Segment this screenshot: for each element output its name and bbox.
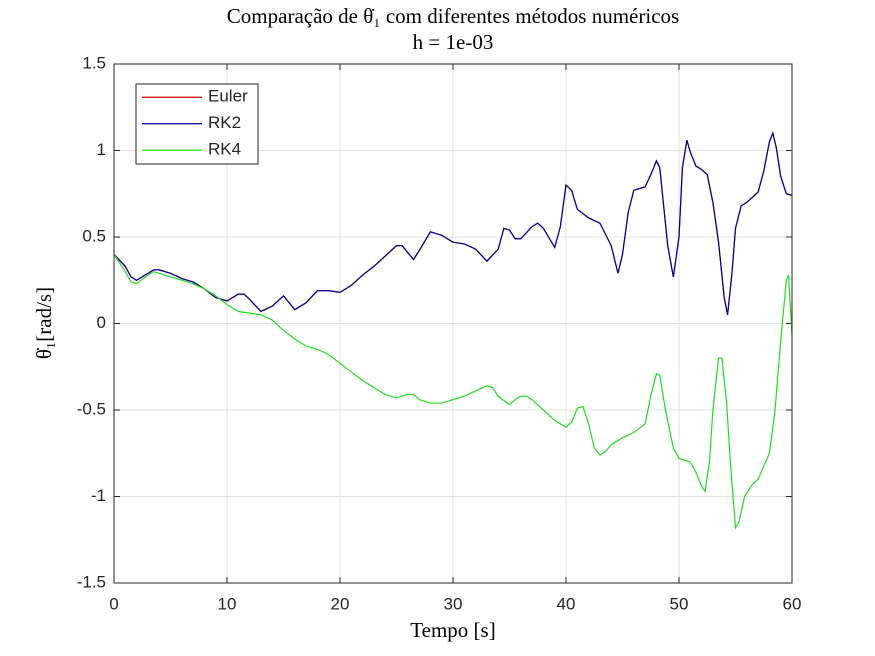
line bbox=[113, 253, 793, 530]
y-tick-label: -1.5 bbox=[77, 572, 106, 591]
legend-label: Euler bbox=[208, 87, 248, 106]
chart-subtitle: h = 1e-03 bbox=[413, 30, 494, 54]
y-tick-label: 1.5 bbox=[82, 53, 106, 72]
x-tick-label: 10 bbox=[218, 594, 237, 613]
x-tick-label: 50 bbox=[670, 594, 689, 613]
axes-box bbox=[113, 63, 793, 584]
y-tick-label: 0 bbox=[97, 313, 106, 332]
y-tick-label: 0.5 bbox=[82, 226, 106, 245]
legend-label: RK2 bbox=[208, 113, 241, 132]
y-tick-label: 1 bbox=[97, 140, 106, 159]
line bbox=[113, 131, 793, 315]
y-tick-label: -1 bbox=[91, 486, 106, 505]
y-tick-label: -0.5 bbox=[77, 399, 106, 418]
x-axis-label: Tempo [s] bbox=[410, 618, 495, 642]
x-tick-label: 40 bbox=[557, 594, 576, 613]
x-tick-label: 30 bbox=[444, 594, 463, 613]
y-axis-label: θ̇₁[rad/s] bbox=[32, 287, 56, 359]
x-tick-label: 60 bbox=[783, 594, 802, 613]
x-tick-label: 0 bbox=[109, 594, 118, 613]
legend-label: RK4 bbox=[208, 140, 241, 159]
x-tick-label: 20 bbox=[331, 594, 350, 613]
chart-title: Comparação de θ̇₁ com diferentes métodos… bbox=[227, 4, 679, 28]
